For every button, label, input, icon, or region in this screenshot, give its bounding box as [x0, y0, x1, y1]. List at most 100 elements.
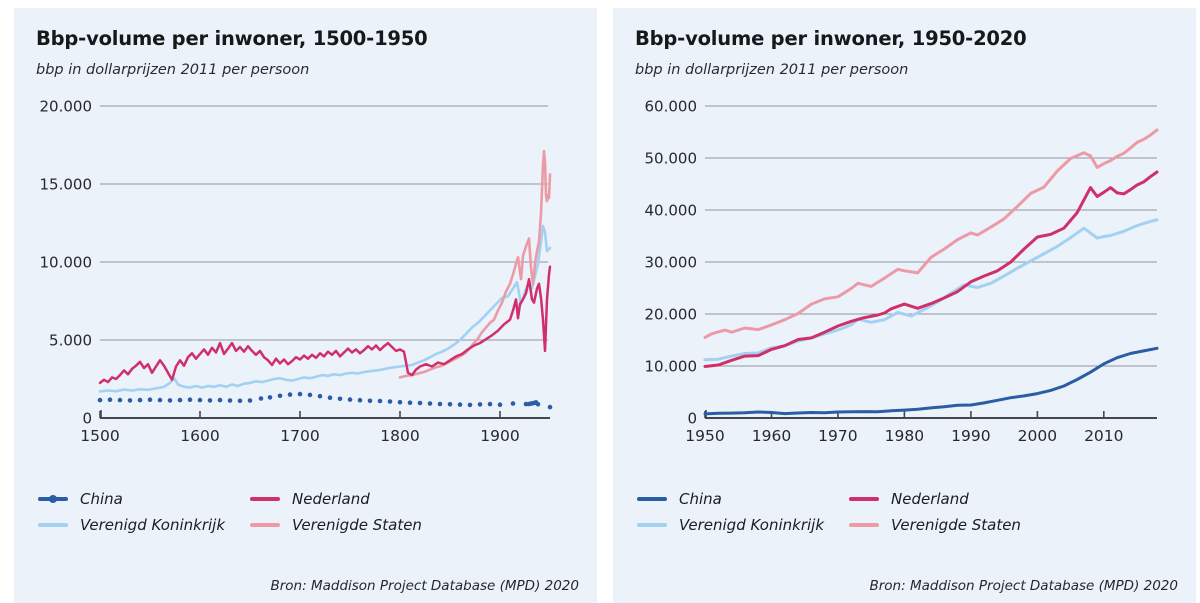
y-tick-label: 0 — [82, 410, 92, 428]
series-dot-China — [367, 398, 373, 404]
series-dot-China — [267, 395, 273, 400]
series-dot-China — [387, 399, 393, 404]
source-note: Bron: Maddison Project Database (MPD) 20… — [869, 578, 1178, 594]
legend-item-verenigd-koninkrijk: Verenigd Koninkrijk — [637, 516, 849, 534]
series-dot-China — [327, 395, 333, 401]
series-dot-China — [247, 398, 253, 403]
x-tick-label: 1600 — [180, 427, 219, 445]
series-dot-China — [317, 393, 323, 399]
series-dot-China — [467, 402, 473, 408]
series-line-China — [703, 346, 1159, 416]
x-tick-label: 1700 — [280, 427, 319, 445]
x-tick-label: 1990 — [951, 427, 990, 445]
series-dot-China — [337, 396, 343, 402]
series-dot-China — [347, 397, 353, 402]
verenigd-koninkrijk-line-swatch-icon — [38, 523, 68, 527]
series-dot-China — [137, 397, 143, 403]
chart-plot-1500-1950: 0 5.000 10.000 15.000 20.000 1500 1600 1700 1800… — [40, 98, 553, 445]
series-dot-China — [377, 398, 383, 404]
verenigde-staten-line-swatch-icon — [849, 523, 879, 527]
chart-title: Bbp-volume per inwoner, 1950-2020 — [635, 27, 1027, 50]
series-dot-China — [207, 398, 213, 403]
series-dot-China — [417, 400, 423, 406]
series-dot-China — [427, 401, 433, 406]
series-dot-China — [187, 397, 193, 403]
series-line-Nederland — [703, 170, 1159, 368]
series-dot-China — [107, 397, 113, 403]
legend-item-nederland: Nederland — [250, 490, 422, 508]
series-dot-China — [477, 402, 483, 407]
x-tick-label: 2010 — [1084, 427, 1123, 445]
y-tick-label: 20.000 — [645, 306, 698, 324]
series-dot-China — [237, 398, 243, 404]
series-dot-China — [357, 397, 363, 403]
series-dot-China — [127, 398, 133, 403]
series-dot-China — [258, 396, 264, 401]
y-tick-label: 50.000 — [645, 150, 698, 168]
series-dot-China — [297, 391, 303, 397]
legend-label: China — [80, 490, 123, 508]
series-dot-China — [97, 397, 103, 403]
chart-legend: China Nederland Verenigd Koninkrijk Vere… — [38, 486, 422, 538]
china-line-swatch-icon — [637, 497, 667, 501]
chart-subtitle: bbp in dollarprijzen 2011 per persoon — [635, 62, 909, 78]
y-tick-label: 5.000 — [49, 332, 92, 350]
china-line-dot-swatch-icon — [38, 495, 68, 503]
y-tick-label: 60.000 — [645, 98, 698, 116]
series-line-Verenigde Staten — [703, 128, 1159, 339]
series-dot-China — [447, 402, 453, 407]
series-dot-China — [277, 393, 283, 399]
y-tick-label: 20.000 — [40, 98, 93, 116]
legend-label: Verenigd Koninkrijk — [80, 516, 226, 534]
x-tick-label: 1900 — [480, 427, 519, 445]
verenigd-koninkrijk-line-swatch-icon — [637, 523, 667, 527]
legend-item-nederland: Nederland — [849, 490, 1021, 508]
y-tick-label: 30.000 — [645, 254, 698, 272]
x-tick-label: 1950 — [685, 427, 724, 445]
y-tick-label: 15.000 — [40, 176, 93, 194]
verenigde-staten-line-swatch-icon — [250, 523, 280, 527]
series-dot-China — [147, 397, 153, 403]
series-dot-China — [217, 397, 223, 403]
x-tick-label: 1500 — [80, 427, 119, 445]
x-tick-label: 1800 — [380, 427, 419, 445]
series-dot-China — [307, 392, 313, 398]
series-dot-China — [227, 398, 233, 403]
series-line-Verenigde Staten — [398, 149, 552, 379]
series-dot-China — [437, 401, 443, 407]
series-dot-China — [407, 400, 413, 406]
series-dot-China — [177, 397, 183, 403]
series-dot-China — [117, 397, 123, 403]
nederland-line-swatch-icon — [849, 497, 879, 501]
nederland-line-swatch-icon — [250, 497, 280, 501]
chart-legend: China Nederland Verenigd Koninkrijk Vere… — [637, 486, 1021, 538]
series-line-Verenigd Koninkrijk — [703, 218, 1159, 362]
x-tick-label: 2000 — [1018, 427, 1057, 445]
chart-plot-1950-2020: 0 10.000 20.000 30.000 40.000 50.000 60.000 195… — [645, 98, 1159, 445]
series-dot-China — [397, 399, 403, 405]
legend-item-verenigd-koninkrijk: Verenigd Koninkrijk — [38, 516, 250, 534]
series-dot-China — [197, 397, 203, 403]
y-tick-label: 0 — [687, 410, 697, 428]
chart-panel-1950-2020: 0 10.000 20.000 30.000 40.000 50.000 60.000 195… — [613, 8, 1196, 603]
series-dot-China — [457, 402, 463, 407]
y-tick-label: 10.000 — [645, 358, 698, 376]
series-dot-China — [535, 402, 541, 407]
series-dot-China — [157, 397, 163, 403]
legend-item-verenigde-staten: Verenigde Staten — [849, 516, 1021, 534]
legend-label: China — [679, 490, 722, 508]
legend-item-china: China — [38, 490, 250, 508]
legend-item-verenigde-staten: Verenigde Staten — [250, 516, 422, 534]
chart-subtitle: bbp in dollarprijzen 2011 per persoon — [36, 62, 310, 78]
series-dot-China — [510, 401, 516, 406]
series-line-Verenigd Koninkrijk — [98, 224, 552, 393]
y-tick-label: 10.000 — [40, 254, 93, 272]
legend-item-china: China — [637, 490, 849, 508]
x-tick-label: 1970 — [818, 427, 857, 445]
series-dot-China — [287, 392, 293, 397]
legend-label: Verenigd Koninkrijk — [679, 516, 825, 534]
series-dot-China — [167, 398, 173, 403]
y-tick-label: 40.000 — [645, 202, 698, 220]
chart-panel-1500-1950: 0 5.000 10.000 15.000 20.000 1500 1600 1700 1800… — [14, 8, 597, 603]
